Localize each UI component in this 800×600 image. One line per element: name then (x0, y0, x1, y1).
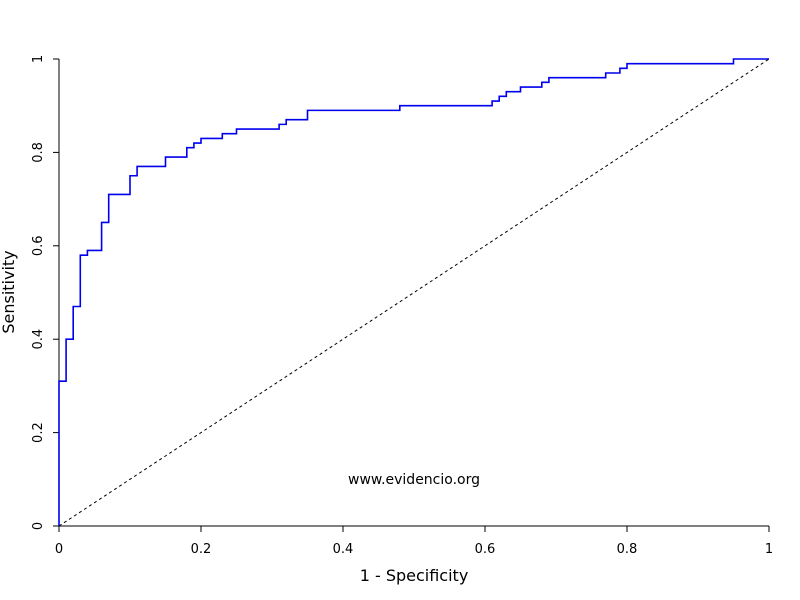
x-tick-label: 0 (55, 542, 63, 557)
y-tick-label: 0.4 (31, 329, 46, 350)
x-tick-label: 0.6 (475, 542, 496, 557)
y-tick-label: 1 (31, 55, 46, 63)
y-axis-title: Sensitivity (0, 250, 18, 333)
x-tick-label: 0.8 (617, 542, 638, 557)
x-axis-ticks: 0 0.2 0.4 0.6 0.8 1 (55, 526, 773, 557)
watermark-annotation: www.evidencio.org (348, 472, 480, 488)
y-tick-label: 0.8 (31, 142, 46, 163)
x-tick-label: 0.2 (191, 542, 212, 557)
reference-diagonal-line (58, 58, 770, 527)
y-tick-label: 0.2 (31, 422, 46, 443)
x-tick-label: 1 (765, 542, 773, 557)
x-axis-title: 1 - Specificity (360, 566, 469, 585)
y-axis-ticks: 0 0.2 0.4 0.6 0.8 1 (31, 55, 59, 530)
y-tick-label: 0 (31, 522, 46, 530)
roc-curve-line (58, 58, 769, 526)
x-tick-label: 0.4 (333, 542, 354, 557)
series-layer (58, 58, 770, 527)
y-tick-label: 0.6 (31, 235, 46, 256)
